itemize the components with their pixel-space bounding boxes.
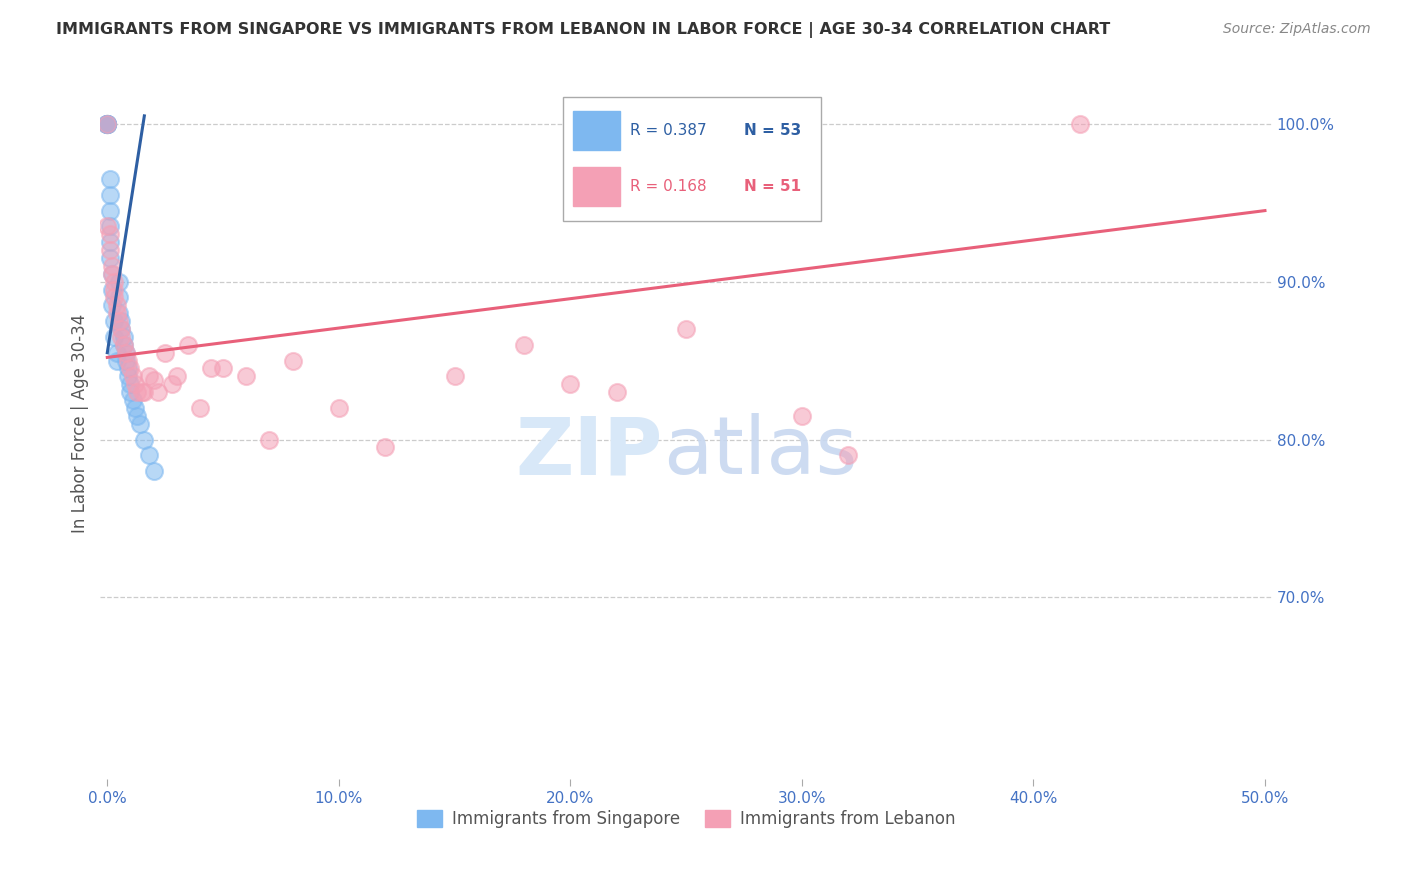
Point — [790, 409, 813, 423]
Point — [96, 117, 118, 131]
Point — [110, 322, 132, 336]
Point — [96, 117, 118, 131]
Point — [1069, 117, 1091, 131]
Point — [124, 377, 146, 392]
Point — [96, 117, 118, 131]
Point — [98, 187, 121, 202]
Y-axis label: In Labor Force | Age 30-34: In Labor Force | Age 30-34 — [72, 314, 89, 533]
Point — [188, 401, 211, 415]
Point — [127, 409, 149, 423]
Point — [108, 306, 131, 320]
Point — [96, 117, 118, 131]
Point — [235, 369, 257, 384]
Point — [259, 433, 281, 447]
Point — [103, 283, 125, 297]
Point — [114, 345, 136, 359]
Point — [134, 433, 156, 447]
Point — [103, 314, 125, 328]
Point — [134, 385, 156, 400]
Point — [138, 369, 160, 384]
Point — [96, 117, 118, 131]
Point — [96, 117, 118, 131]
Point — [112, 330, 135, 344]
Point — [281, 353, 304, 368]
Point — [606, 385, 628, 400]
Text: Source: ZipAtlas.com: Source: ZipAtlas.com — [1223, 22, 1371, 37]
Text: ZIP: ZIP — [516, 413, 662, 491]
Point — [96, 117, 118, 131]
Point — [96, 117, 118, 131]
Point — [117, 361, 139, 376]
Point — [121, 392, 143, 407]
Point — [101, 259, 124, 273]
Point — [105, 298, 128, 312]
Point — [98, 235, 121, 249]
Point — [120, 377, 142, 392]
Point — [110, 322, 132, 336]
Point — [96, 219, 118, 234]
Point — [101, 267, 124, 281]
Point — [443, 369, 465, 384]
Point — [513, 338, 536, 352]
Text: IMMIGRANTS FROM SINGAPORE VS IMMIGRANTS FROM LEBANON IN LABOR FORCE | AGE 30-34 : IMMIGRANTS FROM SINGAPORE VS IMMIGRANTS … — [56, 22, 1111, 38]
Point — [142, 464, 165, 478]
Point — [110, 330, 132, 344]
Point — [142, 372, 165, 386]
Point — [114, 345, 136, 359]
Point — [328, 401, 350, 415]
Point — [112, 338, 135, 352]
Point — [98, 203, 121, 218]
Point — [131, 385, 153, 400]
Point — [103, 290, 125, 304]
Point — [103, 275, 125, 289]
Point — [160, 377, 183, 392]
Point — [120, 361, 142, 376]
Point — [96, 117, 118, 131]
Point — [128, 417, 150, 431]
Point — [124, 401, 146, 415]
Point — [105, 345, 128, 359]
Point — [200, 361, 222, 376]
Point — [98, 243, 121, 257]
Point — [98, 251, 121, 265]
Point — [127, 385, 149, 400]
Point — [560, 377, 582, 392]
Point — [166, 369, 188, 384]
Point — [121, 369, 143, 384]
Point — [675, 322, 697, 336]
Point — [105, 306, 128, 320]
Point — [98, 227, 121, 242]
Point — [103, 330, 125, 344]
Point — [98, 172, 121, 186]
Point — [108, 275, 131, 289]
Point — [96, 117, 118, 131]
Point — [105, 353, 128, 368]
Text: atlas: atlas — [662, 413, 858, 491]
Point — [837, 448, 859, 462]
Point — [101, 298, 124, 312]
Point — [120, 385, 142, 400]
Point — [98, 219, 121, 234]
Point — [138, 448, 160, 462]
Point — [153, 345, 176, 359]
Point — [114, 353, 136, 368]
Point — [148, 385, 170, 400]
Point — [110, 314, 132, 328]
Point — [177, 338, 200, 352]
Point — [374, 441, 396, 455]
Point — [212, 361, 235, 376]
Point — [101, 283, 124, 297]
Point — [117, 353, 139, 368]
Point — [108, 314, 131, 328]
Point — [101, 267, 124, 281]
Point — [117, 369, 139, 384]
Point — [108, 290, 131, 304]
Point — [112, 338, 135, 352]
Legend: Immigrants from Singapore, Immigrants from Lebanon: Immigrants from Singapore, Immigrants fr… — [411, 803, 962, 835]
Point — [96, 117, 118, 131]
